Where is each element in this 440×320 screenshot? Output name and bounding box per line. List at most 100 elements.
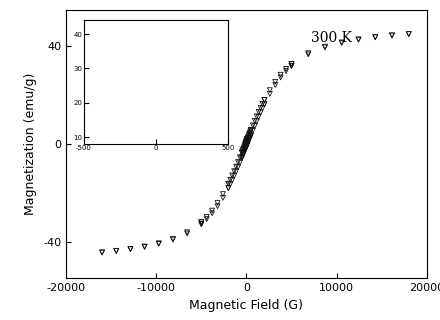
Point: [243, 138, 250, 143]
Point: [141, 244, 148, 249]
Point: [239, 153, 246, 158]
Point: [141, 244, 148, 250]
Point: [253, 119, 260, 124]
Point: [242, 148, 249, 153]
Point: [209, 208, 216, 213]
Point: [246, 135, 253, 140]
Point: [236, 155, 243, 160]
Point: [127, 246, 134, 252]
Point: [338, 40, 345, 45]
Point: [355, 37, 362, 42]
Point: [261, 102, 268, 107]
Point: [242, 145, 249, 150]
Point: [282, 68, 290, 74]
Point: [229, 178, 236, 183]
Point: [266, 91, 273, 96]
Point: [322, 45, 329, 50]
Point: [277, 75, 284, 80]
Point: [127, 247, 134, 252]
Point: [238, 155, 246, 160]
Point: [288, 63, 295, 68]
Point: [244, 136, 251, 141]
Point: [272, 83, 279, 88]
Point: [238, 155, 246, 160]
Point: [242, 147, 249, 152]
Point: [389, 33, 396, 38]
Point: [155, 241, 162, 246]
Point: [261, 97, 268, 102]
Point: [277, 72, 284, 77]
Point: [240, 146, 247, 151]
Point: [272, 79, 279, 84]
Point: [244, 135, 251, 140]
Point: [220, 192, 227, 197]
Point: [249, 128, 257, 133]
Point: [238, 150, 246, 155]
Point: [244, 137, 251, 142]
Point: [242, 145, 249, 150]
Point: [261, 102, 268, 107]
Point: [244, 136, 251, 141]
Point: [169, 236, 176, 241]
Point: [155, 241, 162, 246]
Point: [244, 140, 251, 146]
Point: [247, 133, 254, 138]
Point: [227, 177, 234, 182]
Point: [203, 214, 210, 220]
Point: [259, 101, 266, 106]
Point: [242, 140, 249, 146]
Point: [246, 137, 253, 142]
Point: [225, 181, 232, 186]
Point: [389, 33, 396, 38]
Text: 300 K: 300 K: [312, 31, 352, 45]
Point: [246, 130, 253, 135]
Point: [405, 32, 412, 37]
Point: [247, 134, 254, 139]
Point: [235, 165, 242, 170]
Point: [244, 142, 251, 147]
Point: [229, 173, 236, 178]
Point: [240, 145, 247, 150]
Point: [239, 154, 246, 159]
Point: [233, 169, 240, 174]
Point: [240, 150, 247, 156]
Point: [247, 133, 254, 138]
Point: [209, 211, 216, 216]
Point: [261, 97, 268, 102]
Point: [255, 114, 262, 119]
Point: [169, 237, 176, 242]
X-axis label: Magnetic Field (G): Magnetic Field (G): [189, 299, 304, 312]
Point: [305, 52, 312, 57]
Point: [242, 142, 249, 148]
Point: [242, 146, 249, 151]
Point: [214, 204, 221, 209]
Point: [242, 140, 249, 145]
Point: [246, 138, 253, 143]
Point: [244, 142, 251, 147]
Point: [405, 31, 412, 36]
Point: [259, 106, 266, 111]
Point: [243, 144, 250, 149]
Point: [241, 149, 248, 154]
Point: [243, 138, 250, 143]
Point: [288, 61, 295, 67]
Point: [246, 132, 253, 138]
Point: [255, 109, 262, 115]
Point: [198, 221, 205, 227]
Point: [231, 173, 238, 179]
Point: [241, 144, 248, 149]
Point: [225, 181, 232, 186]
Point: [99, 250, 106, 255]
Point: [225, 186, 232, 191]
Point: [243, 143, 250, 148]
Point: [266, 88, 273, 93]
Point: [242, 140, 249, 145]
Point: [239, 148, 246, 153]
Point: [203, 217, 210, 222]
Point: [183, 231, 191, 236]
Point: [246, 131, 253, 136]
Point: [242, 147, 249, 152]
Point: [198, 220, 205, 225]
Point: [257, 105, 264, 110]
Point: [198, 220, 205, 225]
